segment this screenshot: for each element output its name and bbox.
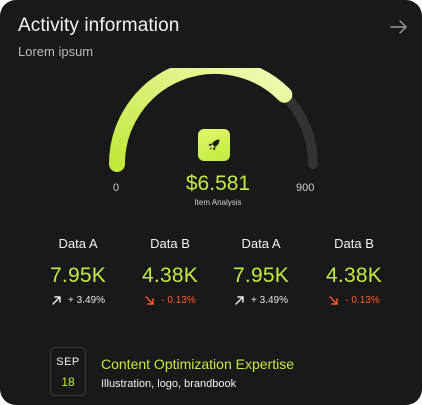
gauge-caption: Item Analysis <box>194 198 242 207</box>
stat-value: 4.38K <box>326 264 382 287</box>
event-day: 18 <box>61 375 75 389</box>
rocket-icon <box>198 129 230 161</box>
stat-change-value: + 3.49% <box>251 295 288 306</box>
arrow-right-icon[interactable] <box>388 16 410 38</box>
stat-change: + 3.49% <box>215 295 307 306</box>
stat-item: Data B 4.38K - 0.13% <box>308 236 400 306</box>
arrow-down-right-icon <box>145 296 154 305</box>
stat-label: Data A <box>58 236 98 251</box>
stat-change: + 3.49% <box>32 295 124 306</box>
stat-item: Data B 4.38K - 0.13% <box>124 236 216 306</box>
stat-change-value: + 3.49% <box>68 295 105 306</box>
stat-change-value: - 0.13% <box>161 295 196 306</box>
event-month: SEP <box>56 356 80 368</box>
card-subtitle: Lorem ipsum <box>18 44 94 59</box>
stat-label: Data B <box>150 236 190 251</box>
gauge-min-label: 0 <box>113 182 120 194</box>
event-description: Illustration, logo, brandbook <box>101 378 237 390</box>
gauge-fill <box>109 68 293 172</box>
arrow-down-right-icon <box>329 296 338 305</box>
stat-change: - 0.13% <box>308 295 400 306</box>
event-date: SEP 18 <box>50 347 86 396</box>
stat-item: Data A 7.95K + 3.49% <box>215 236 307 306</box>
event-title[interactable]: Content Optimization Expertise <box>101 356 294 372</box>
stat-label: Data A <box>241 236 281 251</box>
card-title: Activity information <box>18 15 180 36</box>
stat-value: 4.38K <box>142 264 198 287</box>
stat-change: - 0.13% <box>124 295 216 306</box>
stat-value: 7.95K <box>233 264 289 287</box>
gauge-chart <box>109 68 318 172</box>
arrow-up-right-icon <box>52 296 61 305</box>
stat-change-value: - 0.13% <box>345 295 380 306</box>
gauge-max-label: 900 <box>296 182 315 194</box>
gauge-value: $6.581 <box>185 172 251 195</box>
stat-value: 7.95K <box>50 264 106 287</box>
arrow-up-right-icon <box>235 296 244 305</box>
stat-label: Data B <box>334 236 374 251</box>
stat-item: Data A 7.95K + 3.49% <box>32 236 124 306</box>
